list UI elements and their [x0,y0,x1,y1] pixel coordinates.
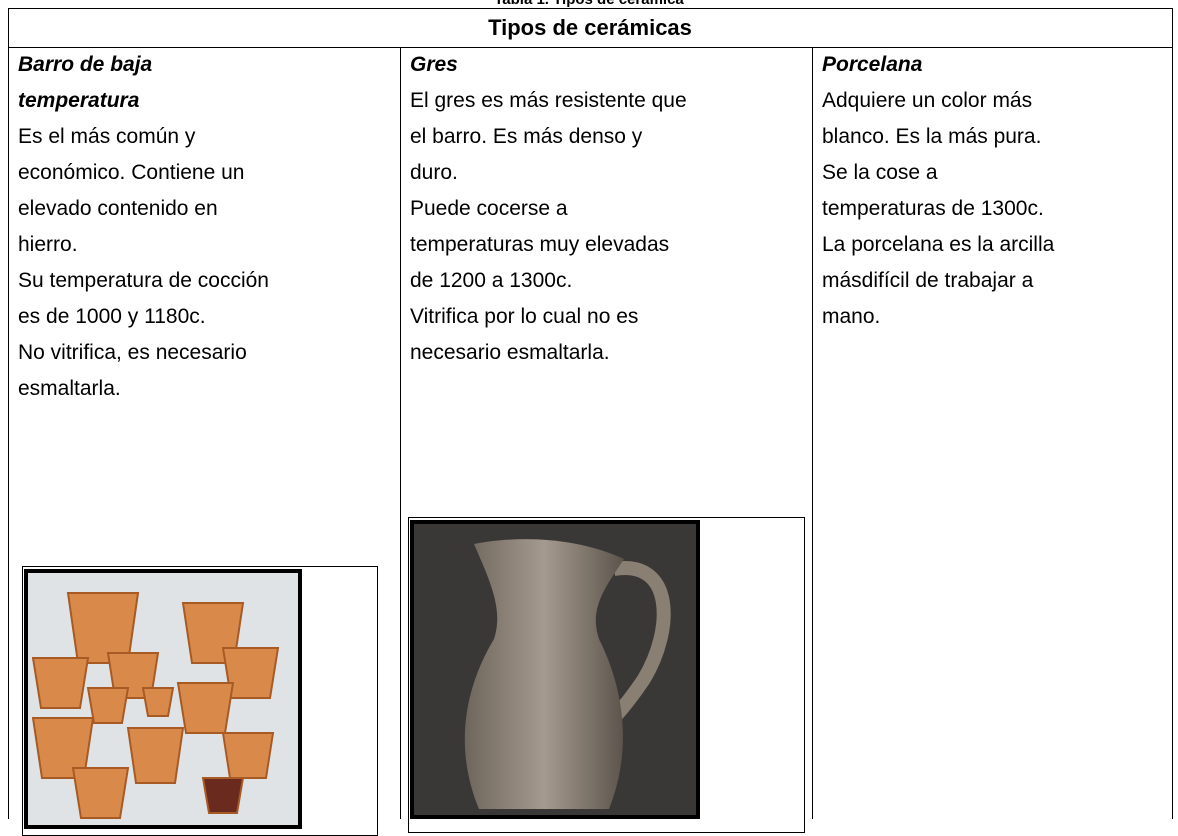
cell-text: Vitrifica por lo cual no es [410,305,639,328]
cell-text: duro. [410,161,458,184]
cell-text: temperaturas de 1300c. [822,197,1044,220]
cell-text: Adquiere un color más [822,89,1033,112]
table-border [1172,8,1173,819]
jug-drawing [464,539,671,809]
column-border [400,47,401,819]
column-heading: temperatura [18,89,140,112]
cell-text: esmaltarla. [18,377,121,400]
pots-drawing [31,592,280,819]
table-column: Porcelana Adquiere un color más blanco. Es… [812,47,1054,335]
cell-text: blanco. Es la más pura. [822,125,1042,148]
cell-text: hierro. [18,233,78,256]
cell-text: Se la cose a [822,161,938,184]
table-column: Barro de baja temperatura Es el más común … [8,47,269,407]
table-border [8,8,9,819]
cell-text: económico. Contiene un [18,161,245,184]
cell-text: temperaturas muy elevadas [410,233,670,256]
cell-text: necesario esmaltarla. [410,341,610,364]
cell-text: No vitrifica, es necesario [18,341,247,364]
cell-text: mano. [822,305,881,328]
image-clay-pots [24,569,302,829]
cell-text: el barro. Es más denso y [410,125,643,148]
row-border [8,47,1173,48]
cell-text: Es el más común y [18,125,196,148]
column-heading: Barro de baja [18,53,153,76]
column-border [812,47,813,819]
cell-text: es de 1000 y 1180c. [18,305,206,328]
cell-text: La porcelana es la arcilla [822,233,1055,256]
table-title: Tipos de cerámicas [488,15,692,40]
cell-text: elevado contenido en [18,197,218,220]
cell-text: Su temperatura de cocción [18,269,269,292]
image-gres-jug [410,520,700,819]
cell-text: Puede cocerse a [410,197,568,220]
cell-text: de 1200 a 1300c. [410,269,573,292]
cell-text: másdifícil de trabajar a [822,269,1034,292]
table-caption: Tabla 1. Tipos de cerámica [0,0,1178,8]
cell-text: El gres es más resistente que [410,89,687,112]
table-column: Gres El gres es más resistente que el barr… [400,47,687,371]
table-border [8,8,1173,9]
column-heading: Porcelana [822,53,923,76]
column-heading: Gres [410,53,458,76]
